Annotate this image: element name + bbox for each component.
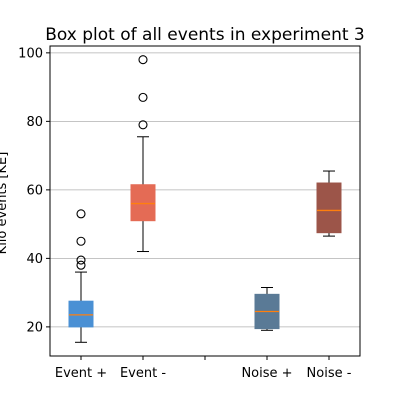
y-axis-label: Kilo events [KE]: [0, 152, 10, 255]
tick-labels: 20 40 60 80 100 Event + Event - Noise + Noise -: [18, 46, 352, 381]
outlier-point: [139, 56, 147, 64]
box-noise: [255, 287, 279, 330]
box-iqr: [69, 301, 93, 327]
x-tick-label: Event -: [120, 366, 166, 381]
y-tick-label: 60: [26, 183, 43, 198]
box-iqr: [131, 185, 155, 221]
y-tick-label: 100: [18, 46, 43, 61]
x-tick-label: Event +: [55, 366, 107, 381]
x-tick-label: Noise +: [241, 366, 292, 381]
y-tick-label: 40: [26, 252, 43, 267]
box-event: [69, 210, 93, 342]
outlier-point: [139, 121, 147, 129]
plot-frame: [50, 46, 360, 356]
outlier-point: [139, 93, 147, 101]
box-iqr: [317, 183, 341, 233]
outlier-point: [77, 256, 85, 264]
box-event: [131, 56, 155, 252]
y-tick-label: 20: [26, 320, 43, 335]
outlier-point: [77, 210, 85, 218]
y-tick-label: 80: [26, 115, 43, 130]
x-tick-label: Noise -: [307, 366, 352, 381]
boxes: [69, 56, 341, 343]
grid-lines: [50, 53, 360, 327]
outlier-point: [77, 237, 85, 245]
chart-title: Box plot of all events in experiment 3: [45, 25, 365, 45]
box-noise: [317, 171, 341, 236]
